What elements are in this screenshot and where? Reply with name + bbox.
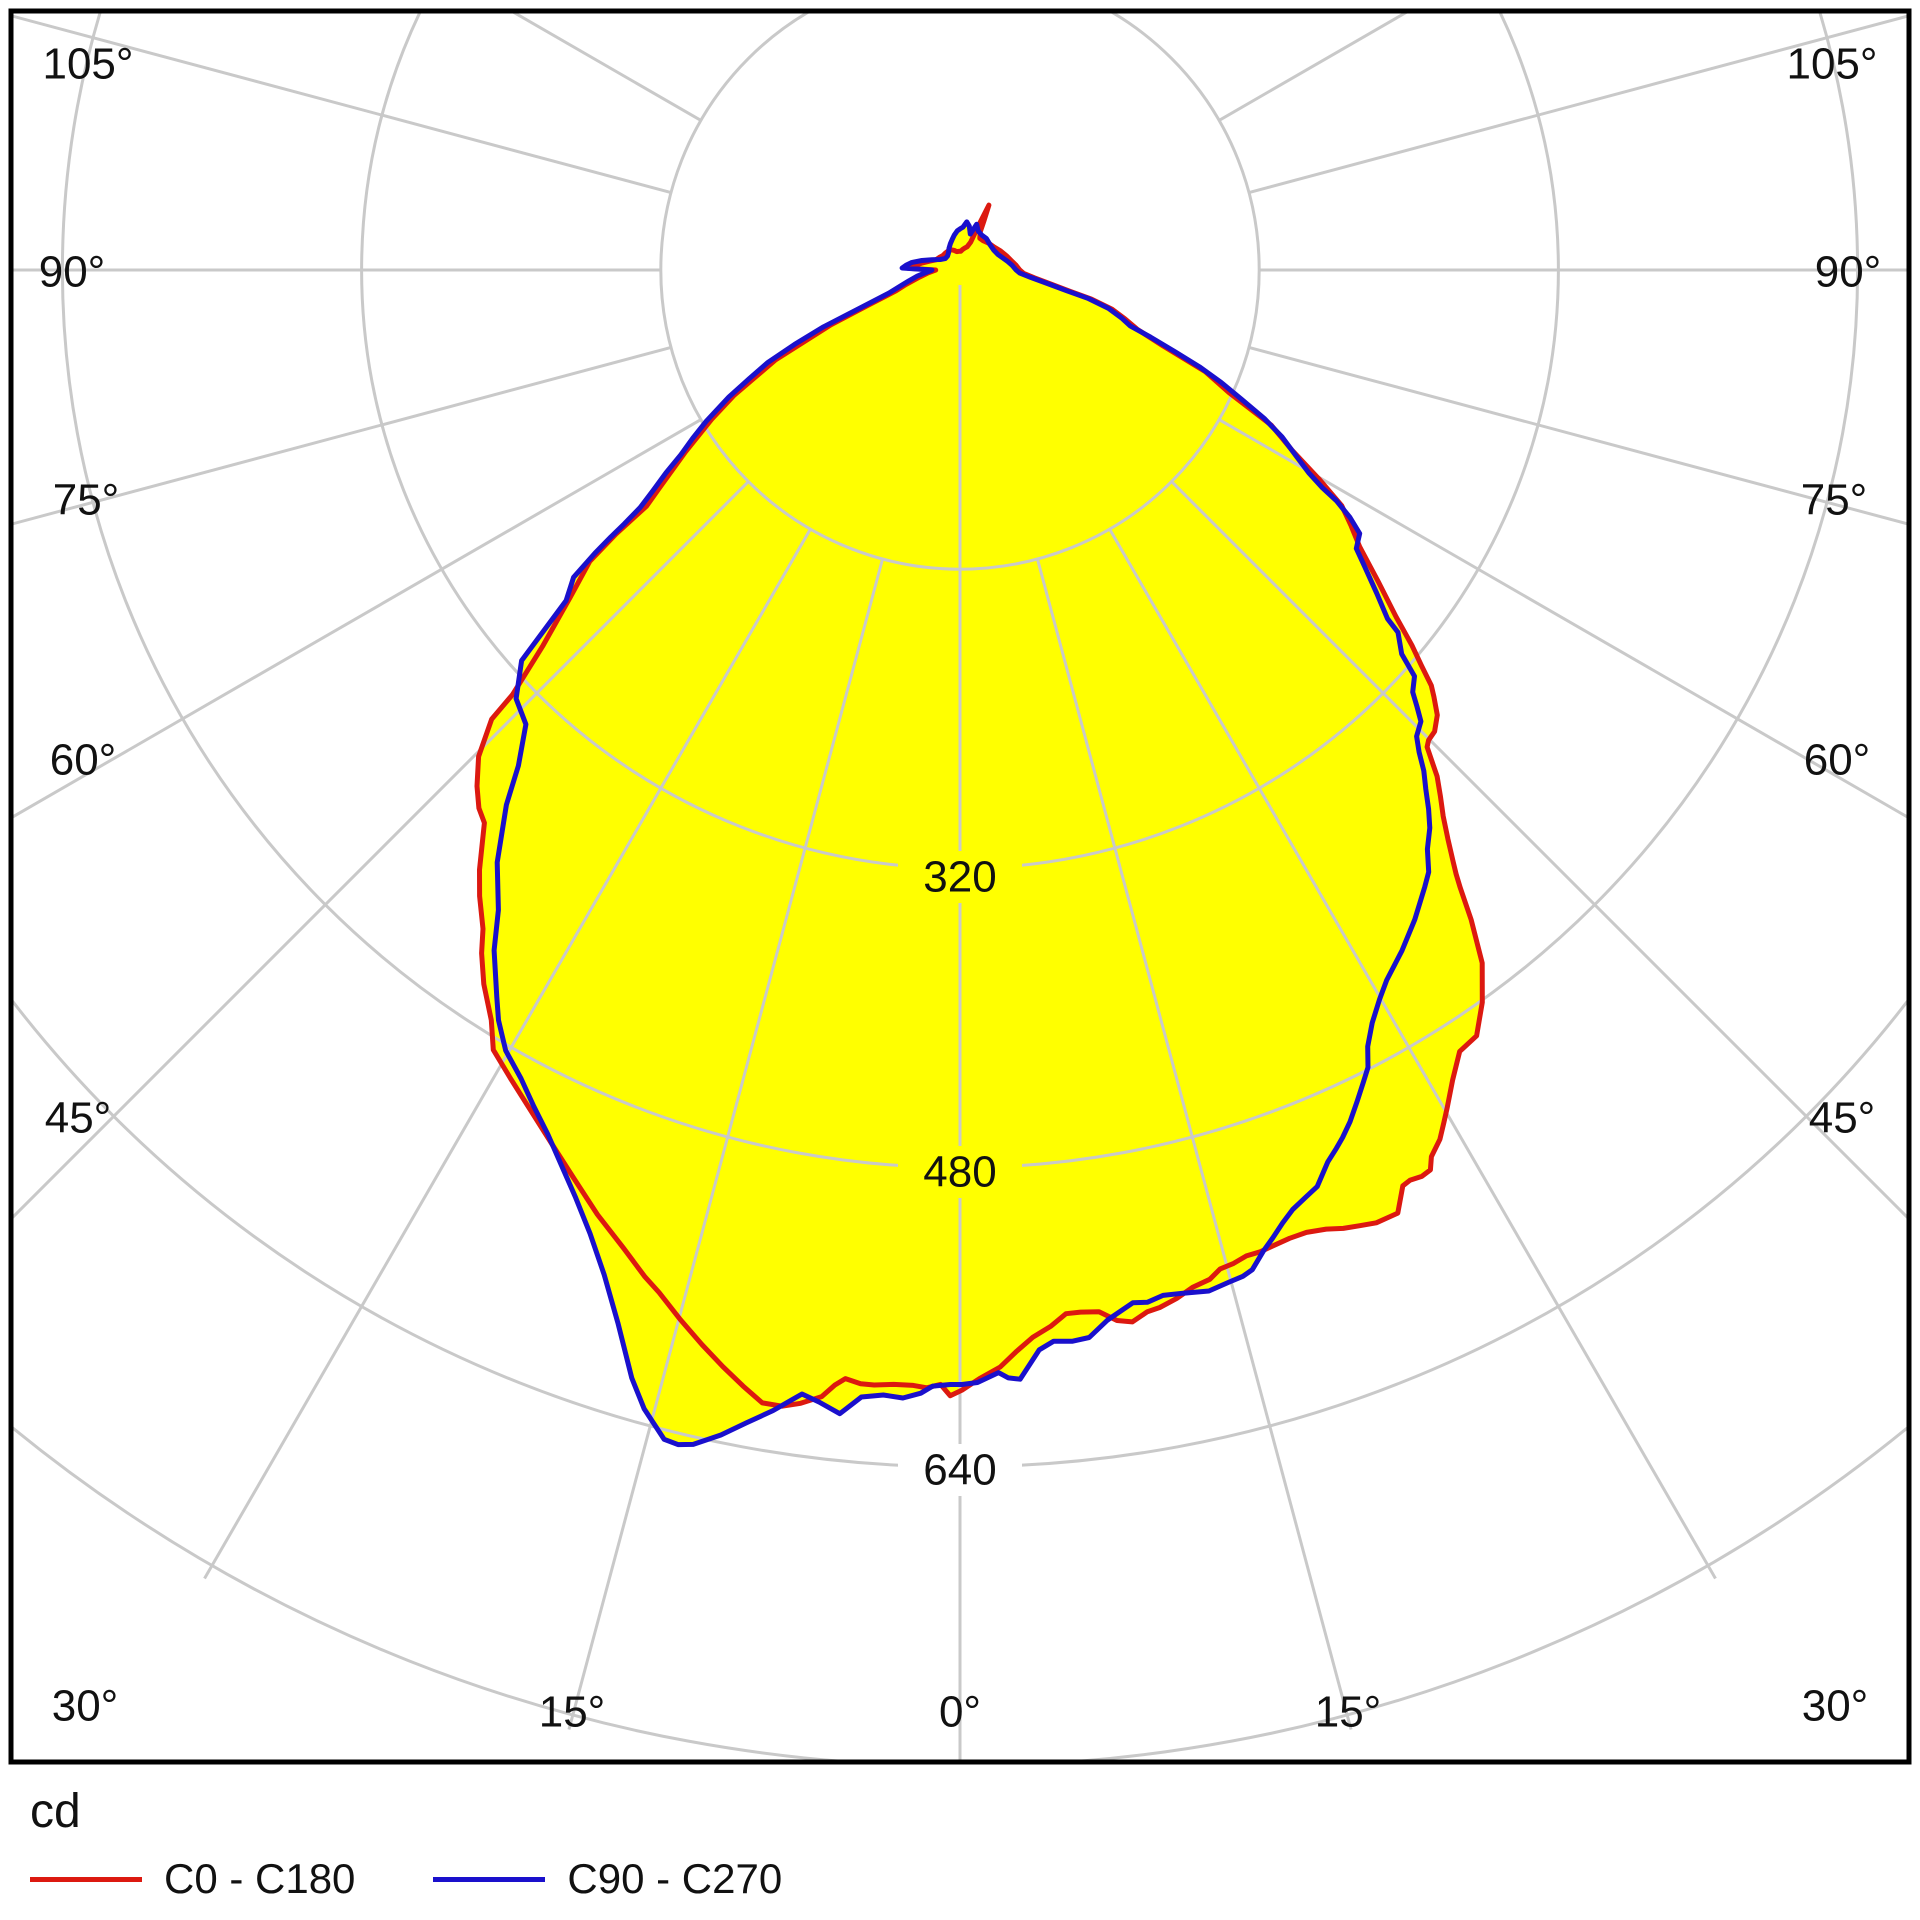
radial-tick-label-320: 320 bbox=[923, 853, 996, 902]
grid-ray--45deg bbox=[13, 481, 749, 1220]
grid-ray-15deg bbox=[1036, 559, 1353, 1730]
angle-tick-label-2-75°: 75° bbox=[53, 476, 120, 525]
angle-tick-label-5-105°: 105° bbox=[1786, 40, 1877, 89]
c0-c180-label: C0 - C180 bbox=[164, 1855, 356, 1902]
angle-tick-label-9-45°: 45° bbox=[1809, 1094, 1876, 1143]
legend-item-c90-c270: C90 - C270 bbox=[433, 1858, 782, 1900]
c0-c180-line-swatch bbox=[30, 1876, 142, 1882]
radial-label-bg-320 bbox=[898, 851, 1022, 903]
radial-label-bg-480 bbox=[898, 1146, 1022, 1198]
grid-ray--15deg bbox=[567, 559, 884, 1730]
angle-tick-label-13-15°: 15° bbox=[1315, 1688, 1382, 1737]
grid-ray--60deg bbox=[13, 418, 701, 819]
plot-area: 320 480 640 bbox=[13, 13, 1907, 1760]
angle-tick-label-8-60°: 60° bbox=[1804, 736, 1871, 785]
grid-ray-105deg bbox=[1249, 14, 1907, 194]
legend: cd C0 - C180 C90 - C270 bbox=[30, 1788, 1890, 1900]
angle-tick-label-11-15°: 15° bbox=[539, 1688, 606, 1737]
angle-tick-label-7-75°: 75° bbox=[1801, 476, 1868, 525]
radial-tick-label-640: 640 bbox=[923, 1446, 996, 1495]
grid-ray-75deg bbox=[1249, 346, 1907, 526]
angle-tick-label-0-105°: 105° bbox=[42, 40, 133, 89]
curve-C0-C180 bbox=[474, 202, 1485, 1409]
angle-tick-label-3-60°: 60° bbox=[50, 736, 117, 785]
c90-c270-label: C90 - C270 bbox=[567, 1855, 783, 1902]
grid-ray-30deg bbox=[1108, 529, 1717, 1580]
c90-c270-line-swatch bbox=[433, 1876, 546, 1882]
grid-ray-120deg bbox=[1219, 13, 1409, 122]
grid-ray--120deg bbox=[511, 13, 701, 122]
angle-tick-label-6-90°: 90° bbox=[1815, 248, 1882, 297]
legend-units-label: cd bbox=[30, 1785, 81, 1838]
legend-item-c0-c180: C0 - C180 bbox=[30, 1858, 355, 1900]
grid-ray-45deg bbox=[1171, 481, 1907, 1220]
angle-tick-label-4-45°: 45° bbox=[45, 1094, 112, 1143]
angle-tick-label-1-90°: 90° bbox=[39, 248, 106, 297]
legend-items: C0 - C180 C90 - C270 bbox=[30, 1858, 1890, 1900]
angle-tick-label-10-30°: 30° bbox=[52, 1682, 119, 1731]
radial-tick-label-480: 480 bbox=[923, 1148, 996, 1197]
radial-label-bg-640 bbox=[898, 1444, 1022, 1496]
grid-ray--105deg bbox=[13, 14, 671, 194]
angle-tick-label-12-0°: 0° bbox=[939, 1688, 981, 1737]
curve-C90-C270 bbox=[491, 219, 1433, 1448]
grid-ray-60deg bbox=[1219, 418, 1907, 819]
plot-border bbox=[8, 8, 1912, 1765]
angle-tick-label-14-30°: 30° bbox=[1802, 1682, 1869, 1731]
grid-ray--75deg bbox=[13, 346, 671, 526]
